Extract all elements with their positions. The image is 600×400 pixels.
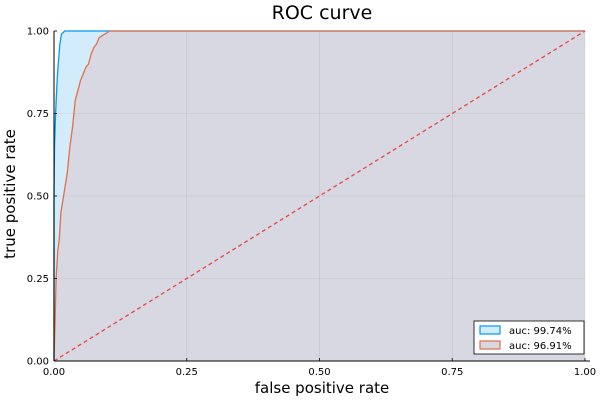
- legend-label-2: auc: 96.91%: [509, 341, 572, 352]
- x-axis-title: false positive rate: [255, 379, 390, 397]
- y-tick-label: 0.75: [27, 109, 49, 120]
- tick-labels: 0.00 0.25 0.50 0.75 1.00 0.00 0.25 0.50 0.75 1.00: [27, 27, 596, 379]
- x-tick-label: 0.50: [308, 367, 330, 378]
- series-line-2: [53, 30, 585, 362]
- x-tick-label: 0.00: [43, 367, 65, 378]
- x-tick-label: 0.25: [176, 367, 198, 378]
- y-tick-label: 1.00: [27, 27, 49, 38]
- legend-label-1: auc: 99.74%: [509, 326, 572, 337]
- legend-swatch-1: [479, 325, 501, 335]
- legend-swatch-2: [479, 340, 501, 350]
- y-axis-title: true positive rate: [1, 129, 19, 259]
- y-tick-label: 0.50: [27, 192, 49, 203]
- y-tick-label: 0.25: [27, 274, 49, 285]
- y-tick-label: 0.00: [27, 357, 49, 368]
- x-tick-label: 0.75: [441, 367, 463, 378]
- axes: [53, 30, 590, 362]
- chart-title: ROC curve: [272, 2, 373, 24]
- x-tick-label: 1.00: [574, 367, 596, 378]
- series-lines: [53, 30, 586, 362]
- legend: auc: 99.74% auc: 96.91%: [473, 320, 585, 355]
- reference-diagonal: [53, 30, 586, 362]
